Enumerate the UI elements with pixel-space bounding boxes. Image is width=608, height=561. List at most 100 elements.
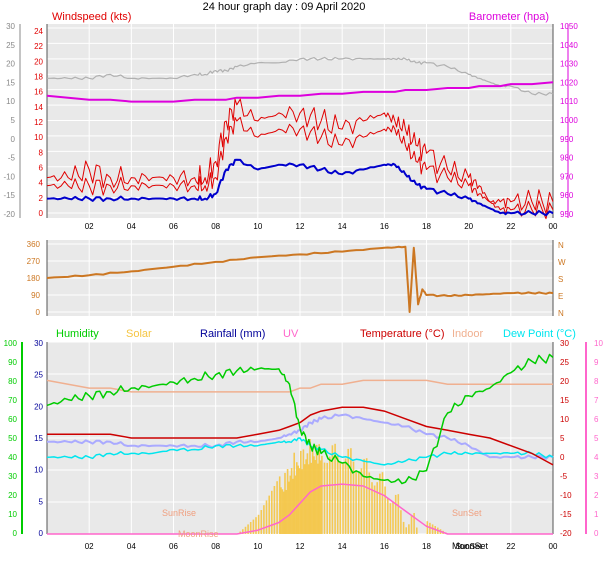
- humidity-tick-label: 80: [8, 377, 17, 386]
- humidity-tick-label: 0: [13, 529, 18, 538]
- solar-bar: [263, 505, 265, 534]
- solar-bar: [281, 489, 284, 534]
- solar-bar: [300, 450, 302, 534]
- solar-bar: [334, 443, 336, 534]
- direction-tick-label: 180: [27, 274, 41, 283]
- wind-x-tick-label: 22: [506, 222, 515, 231]
- temp-x-tick-label: 22: [506, 542, 515, 551]
- solar-bar: [329, 456, 331, 534]
- barometer-line: [46, 81, 554, 103]
- windspeed-tick-label: 24: [34, 27, 43, 36]
- solar-bar: [249, 522, 252, 534]
- barometer-tick-label: 1020: [560, 78, 578, 87]
- solar-bar: [394, 494, 397, 534]
- solar-tick-label: 20: [34, 402, 43, 411]
- uv-tick-label: 9: [594, 358, 599, 367]
- solar-bar: [290, 468, 293, 534]
- uv-tick-label: 6: [594, 415, 599, 424]
- wind-x-tick-label: 02: [85, 222, 94, 231]
- windspeed-tick-label: 14: [34, 103, 43, 112]
- uv-tick-label: 7: [594, 396, 599, 405]
- solar-bar: [319, 460, 322, 534]
- windspeed-line: [46, 116, 554, 220]
- moonset-label: MoonSet: [452, 541, 489, 551]
- legend-label: Humidity: [56, 328, 99, 340]
- wind-x-tick-label: 08: [211, 222, 220, 231]
- solar-tick-label: 10: [34, 466, 43, 475]
- windspeed-tick-label: 0: [39, 209, 44, 218]
- sunset-label: SunSet: [452, 508, 482, 518]
- solar-bar: [360, 468, 363, 534]
- windspeed-tick-label: 6: [39, 164, 44, 173]
- wind-outer-tick-label: 30: [6, 22, 15, 31]
- temp-x-tick-label: 02: [85, 542, 94, 551]
- temp-x-tick-label: SunSet: [456, 542, 483, 551]
- barometer-tick-label: 970: [560, 172, 574, 181]
- compass-tick-label: E: [558, 292, 563, 301]
- temp-x-tick-label: 16: [380, 542, 389, 551]
- solar-bar: [286, 469, 289, 534]
- direction-series: [46, 245, 554, 313]
- temperature-line: [47, 406, 554, 466]
- wind-x-tick-label: 04: [127, 222, 136, 231]
- windspeed-tick-label: 20: [34, 57, 43, 66]
- solar-bar: [314, 460, 317, 534]
- compass-tick-label: N: [558, 309, 564, 318]
- barometer-tick-label: 990: [560, 135, 574, 144]
- solar-bar: [373, 485, 376, 534]
- temperature-tick-label: 0: [560, 453, 565, 462]
- solar-bar: [355, 470, 357, 534]
- barometer-tick-label: 1010: [560, 97, 578, 106]
- solar-bar: [416, 527, 418, 534]
- wind-x-tick-label: 16: [380, 222, 389, 231]
- uv-tick-label: 2: [594, 491, 599, 500]
- windspeed-tick-label: 16: [34, 88, 43, 97]
- solar-bar: [280, 487, 282, 534]
- solar-bar: [331, 445, 334, 534]
- temperature-panel: Humidity Solar Rainfall (mm) UV Temperature …: [4, 328, 604, 551]
- solar-bar: [397, 494, 400, 534]
- uv-tick-label: 10: [594, 339, 603, 348]
- temperature-tick-label: -10: [560, 491, 572, 500]
- wind-outer-tick-label: 10: [6, 97, 15, 106]
- temperature-tick-label: 30: [560, 339, 569, 348]
- solar-bar: [310, 462, 313, 534]
- legend-label: Solar: [126, 328, 152, 340]
- solar-bar: [242, 529, 244, 534]
- compass-tick-label: W: [558, 258, 566, 267]
- solar-bar: [389, 503, 392, 534]
- solar-bar: [365, 458, 368, 534]
- temp-x-ticks: 02 04 06 08 10 12 14 16 18 SunSet 22 00: [85, 542, 558, 551]
- solar-bar: [405, 527, 407, 534]
- direction-degree-ticks: 360 270 180 90 0: [27, 240, 41, 317]
- solar-bar: [260, 510, 263, 534]
- solar-bar: [282, 491, 285, 534]
- solar-bar: [371, 482, 373, 534]
- wind-outer-tick-label: 5: [11, 116, 16, 125]
- humidity-tick-label: 60: [8, 415, 17, 424]
- solar-bar: [293, 452, 295, 534]
- temperature-tick-label: -20: [560, 529, 572, 538]
- wind-outer-tick-label: -10: [3, 172, 15, 181]
- solar-bar: [313, 456, 315, 534]
- gust-line: [46, 98, 554, 214]
- gray-series-line: [47, 56, 554, 96]
- windspeed-tick-label: 4: [39, 179, 44, 188]
- solar-bar: [368, 472, 371, 534]
- solar-bar: [296, 462, 298, 534]
- wind-outer-tick-label: 25: [6, 41, 15, 50]
- humidity-tick-label: 30: [8, 472, 17, 481]
- solar-bar: [347, 448, 349, 534]
- solar-bar: [426, 521, 429, 534]
- solar-bar: [321, 455, 323, 534]
- legend-label: UV: [283, 328, 299, 340]
- compass-tick-label: N: [558, 241, 564, 250]
- solar-bar: [381, 472, 384, 534]
- solar-bar: [302, 449, 305, 534]
- direction-tick-label: 0: [36, 308, 41, 317]
- solar-bar: [297, 465, 299, 534]
